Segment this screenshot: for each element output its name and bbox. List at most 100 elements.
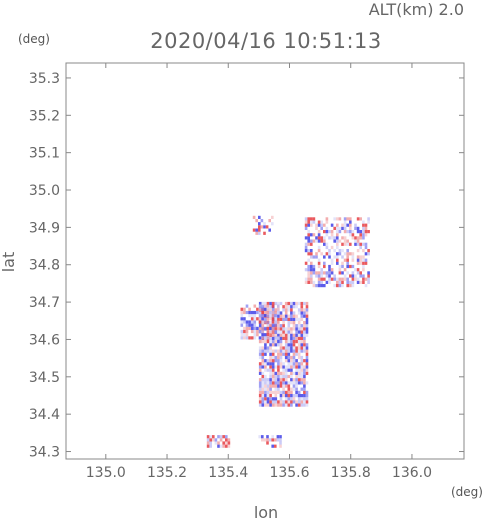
data-cell (269, 394, 272, 398)
data-cell (323, 255, 326, 259)
data-cell (307, 264, 310, 269)
data-cell (367, 217, 370, 221)
data-cell (245, 329, 249, 334)
data-cell (338, 239, 342, 243)
data-cell (336, 217, 339, 221)
data-cell (320, 277, 323, 281)
data-cell (250, 314, 254, 318)
data-cell (328, 252, 331, 256)
data-cell (330, 268, 334, 272)
data-cell (304, 226, 308, 230)
data-cell (304, 220, 308, 224)
data-cell (206, 438, 210, 442)
data-cell (263, 326, 267, 330)
data-cell (330, 245, 334, 250)
data-cell (356, 255, 360, 259)
data-cell (303, 327, 306, 331)
data-cell (219, 438, 223, 442)
data-cell (292, 365, 296, 369)
data-cell (248, 336, 251, 340)
data-cell (279, 435, 282, 439)
data-cell (250, 326, 254, 330)
data-cell (343, 268, 347, 272)
data-cell (264, 349, 267, 353)
data-cell (266, 384, 270, 388)
data-cell (261, 301, 265, 306)
data-cell (279, 317, 283, 321)
data-cell (367, 230, 370, 234)
data-cell (362, 280, 365, 284)
data-cell (307, 223, 310, 227)
data-cell (274, 374, 278, 379)
data-cell (295, 359, 298, 363)
data-cell (323, 230, 326, 234)
data-cell (305, 321, 309, 325)
data-cell (279, 438, 282, 442)
data-cell (240, 323, 244, 327)
data-cell (277, 378, 280, 382)
data-cell (305, 371, 309, 375)
data-cell (292, 397, 296, 401)
data-cell (282, 403, 285, 407)
data-cell (303, 340, 306, 344)
data-cell (317, 220, 321, 224)
data-cell (295, 346, 298, 350)
data-cell (364, 233, 368, 237)
data-cell (282, 368, 285, 372)
data-cell (307, 230, 310, 234)
data-cell (269, 343, 272, 347)
data-cell (297, 397, 301, 401)
data-cell (266, 400, 270, 404)
data-cell (284, 365, 288, 369)
data-cell (243, 326, 246, 330)
data-cell (269, 321, 272, 325)
data-cell (295, 301, 298, 306)
data-cell (258, 311, 262, 315)
data-cell (297, 381, 301, 385)
data-cell (346, 277, 349, 281)
data-cell (356, 277, 360, 281)
data-cell (367, 271, 370, 275)
data-cell (274, 323, 277, 327)
data-cell (303, 359, 306, 363)
data-cell (290, 365, 293, 369)
data-cell (356, 280, 360, 284)
data-cell (243, 336, 246, 340)
data-cell (346, 249, 349, 253)
data-cell (295, 374, 298, 379)
data-cell (307, 274, 310, 278)
data-cells (206, 215, 370, 448)
data-cell (261, 349, 265, 353)
data-cell (253, 314, 257, 318)
data-cell (290, 311, 293, 315)
data-cell (303, 330, 306, 334)
data-cell (274, 378, 278, 382)
data-cell (354, 274, 357, 278)
data-cell (271, 362, 275, 366)
data-cell (338, 230, 342, 234)
y-tick-label: 35.1 (29, 146, 60, 162)
data-cell (264, 368, 267, 372)
data-cell (279, 327, 283, 331)
data-cell (317, 277, 321, 281)
data-cell (264, 365, 267, 369)
data-cell (297, 394, 301, 398)
data-cell (290, 394, 293, 398)
data-cell (266, 359, 270, 363)
data-cell (274, 310, 277, 315)
data-cell (307, 239, 310, 243)
data-cell (279, 390, 283, 394)
data-cell (297, 368, 301, 372)
data-cell (261, 346, 265, 350)
x-tick-label: 135.2 (147, 465, 187, 481)
data-cell (346, 223, 349, 227)
data-cell (266, 314, 270, 318)
data-cell (277, 359, 280, 363)
data-cell (290, 343, 293, 347)
data-cell (364, 230, 368, 234)
data-cell (253, 326, 257, 330)
data-cell (269, 305, 272, 309)
data-cell (341, 264, 344, 269)
data-cell (297, 340, 301, 344)
data-cell (269, 381, 272, 385)
